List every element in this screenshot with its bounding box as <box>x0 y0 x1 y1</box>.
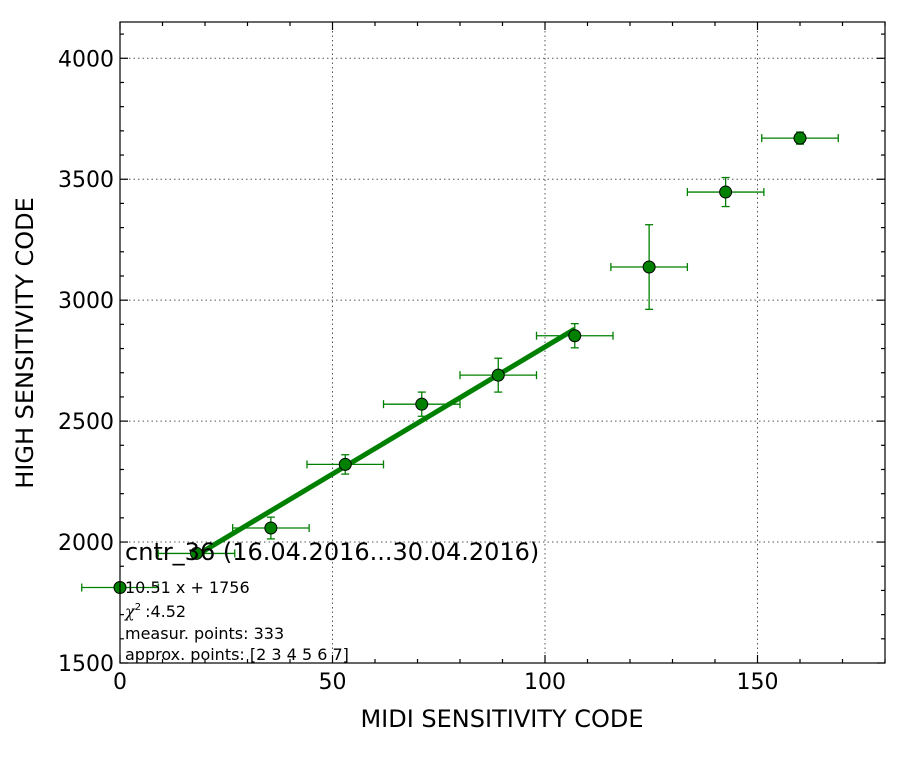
data-point-9 <box>761 131 839 145</box>
y-tick-label: 3000 <box>58 289 114 314</box>
data-point-8 <box>686 176 765 208</box>
data-point-2 <box>231 516 310 540</box>
data-point-3 <box>306 454 385 475</box>
x-axis-label: MIDI SENSITIVITY CODE <box>360 705 643 733</box>
data-marker <box>190 546 203 560</box>
annotation-title: cntr_36 (16.04.2016...30.04.2016) <box>125 538 539 566</box>
fit-line <box>195 326 577 558</box>
y-axis-label: HIGH SENSITIVITY CODE <box>11 197 39 489</box>
data-point-1 <box>157 546 236 560</box>
tick-labels: 0 50 100 150 1500 2000 2500 3000 3500 4000 <box>58 47 779 695</box>
annotation-measured: measur. points: 333 <box>125 624 284 643</box>
annotation-chi2: χ2 :4.52 <box>124 602 186 621</box>
data-marker <box>491 368 505 382</box>
data-point-5 <box>459 357 538 393</box>
y-tick-label: 3500 <box>58 168 114 193</box>
data-marker <box>642 260 656 274</box>
annotation-approx: approx. points: [2 3 4 5 6 7] <box>125 645 349 664</box>
x-tick-label: 50 <box>319 670 347 695</box>
fit-line-group <box>195 326 577 558</box>
x-tick-label: 100 <box>524 670 566 695</box>
data-marker <box>338 457 352 471</box>
data-point-7 <box>610 224 689 311</box>
annotation-equation: 10.51 x + 1756 <box>125 578 250 597</box>
data-marker <box>264 521 278 535</box>
x-tick-label: 150 <box>737 670 779 695</box>
plot-frame <box>119 21 886 664</box>
x-tick-label: 0 <box>113 670 127 695</box>
chi2-symbol: χ <box>124 602 136 621</box>
y-tick-label: 2000 <box>58 531 114 556</box>
data-points <box>81 131 839 595</box>
data-point-6 <box>535 322 614 349</box>
chi2-exponent: 2 <box>135 602 141 613</box>
grid <box>119 22 885 664</box>
y-tick-label: 2500 <box>58 410 114 435</box>
data-marker <box>719 185 733 199</box>
annotation-block: cntr_36 (16.04.2016...30.04.2016) 10.51 … <box>124 538 539 664</box>
data-point-4 <box>382 391 461 417</box>
data-marker <box>415 397 429 411</box>
y-tick-label: 1500 <box>58 652 114 677</box>
axis-ticks <box>119 22 886 664</box>
data-marker <box>793 131 807 145</box>
data-marker <box>568 329 582 343</box>
y-tick-label: 4000 <box>58 47 114 72</box>
chi2-value: :4.52 <box>145 602 186 621</box>
